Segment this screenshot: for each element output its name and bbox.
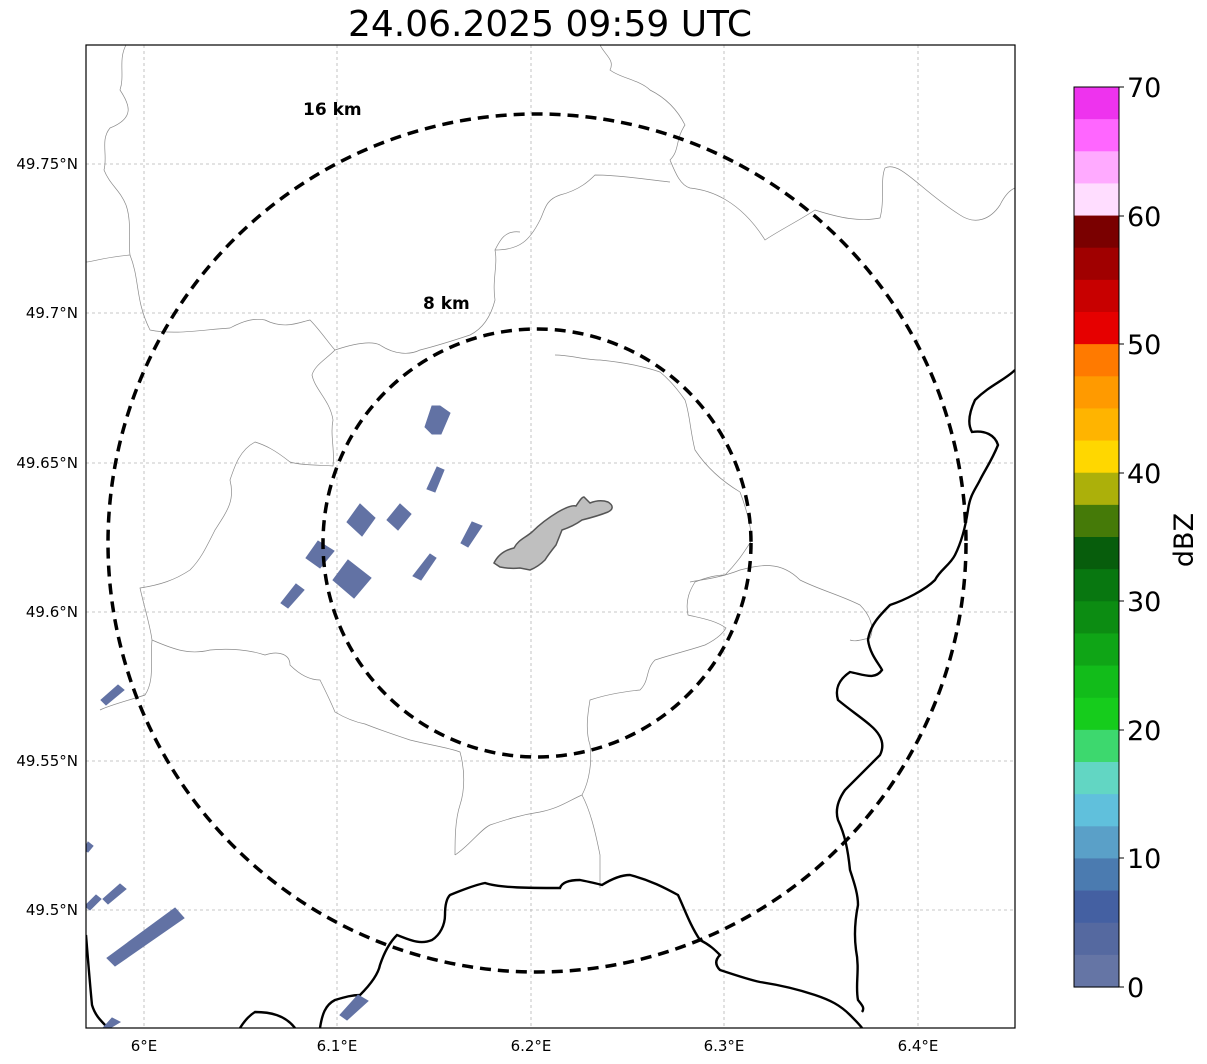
lat-label: 49.7°N [26,304,78,322]
colorbar-label: dBZ [1169,513,1200,567]
national-borders [86,369,1015,1028]
colorbar-tick-label: 50 [1127,330,1161,361]
lat-label: 49.55°N [16,752,78,770]
range-rings [106,112,968,974]
lat-label: 49.5°N [26,901,78,919]
colorbar-swatch [1074,826,1119,860]
lat-label: 49.65°N [16,454,78,472]
colorbar-tick-label: 70 [1127,73,1161,104]
colorbar-swatch [1074,665,1119,699]
range-ring-8km [321,327,753,759]
map-frame [85,44,1016,1029]
colorbar-tick-label: 60 [1127,202,1161,233]
lon-label: 6.1°E [317,1037,358,1055]
commune-boundaries [86,45,1015,888]
city-area [493,496,613,571]
range-ring-16km [106,112,968,974]
colorbar-tick-label: 30 [1127,587,1161,618]
lon-label: 6°E [131,1037,158,1055]
colorbar-swatch [1074,119,1119,152]
latitude-labels: 49.75°N 49.7°N 49.65°N 49.6°N 49.55°N 49… [16,155,78,919]
colorbar-swatch [1074,794,1119,827]
lon-label: 6.3°E [704,1037,745,1055]
colorbar-swatch [1074,215,1119,249]
colorbar-swatch [1074,279,1119,313]
colorbar-swatch [1074,697,1119,731]
colorbar-swatch [1074,151,1119,185]
colorbar-swatch [1074,376,1119,410]
colorbar-tick-labels: 70 60 50 40 30 20 10 0 [1127,73,1161,1004]
colorbar-swatch [1074,954,1119,988]
map-gridlines [86,45,1015,1028]
colorbar-swatch [1074,344,1119,377]
colorbar-swatch [1074,408,1119,442]
colorbar-tick-label: 20 [1127,716,1161,747]
colorbar-swatch [1074,762,1119,795]
colorbar-swatch [1074,247,1119,281]
longitude-labels: 6°E 6.1°E 6.2°E 6.3°E 6.4°E [131,1037,939,1055]
colorbar-swatch [1074,922,1119,956]
colorbar-swatch [1074,729,1119,763]
colorbar-swatch [1074,890,1119,924]
colorbar-tick-label: 0 [1127,973,1144,1004]
colorbar-swatch [1074,601,1119,635]
lon-label: 6.2°E [511,1037,552,1055]
colorbar-tick-label: 10 [1127,844,1161,875]
colorbar [1074,87,1119,988]
map-title: 24.06.2025 09:59 UTC [347,4,753,45]
ring-label-8km: 8 km [423,294,470,314]
colorbar-swatch [1074,537,1119,570]
colorbar-swatch [1074,569,1119,602]
colorbar-swatch [1074,312,1119,345]
colorbar-swatch [1074,858,1119,892]
colorbar-swatch [1074,472,1119,506]
colorbar-swatch [1074,87,1119,120]
radar-echoes [86,405,483,1028]
colorbar-tick-label: 40 [1127,459,1161,490]
lat-label: 49.6°N [26,603,78,621]
ring-label-16km: 16 km [303,100,362,120]
colorbar-swatch [1074,183,1119,217]
lon-label: 6.4°E [898,1037,939,1055]
colorbar-ticks [1119,86,1124,988]
colorbar-swatch [1074,440,1119,474]
colorbar-swatch [1074,504,1119,538]
colorbar-swatch [1074,633,1119,667]
lat-label: 49.75°N [16,155,78,173]
colorbar-frame [1073,86,1120,988]
